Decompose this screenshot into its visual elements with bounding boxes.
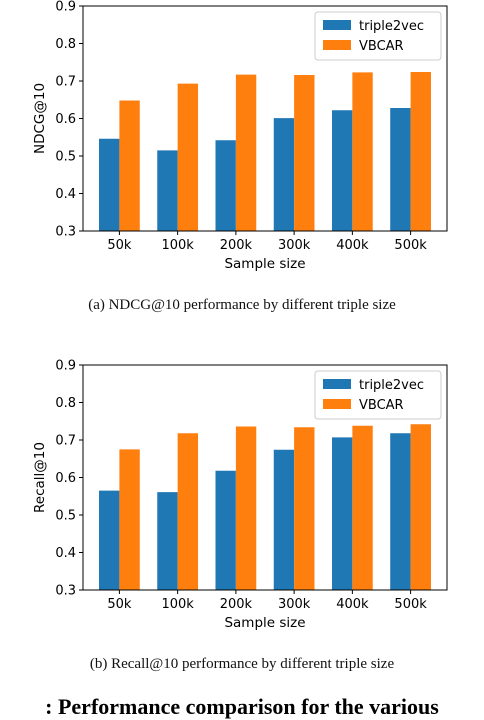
recall-bar-triple2vec-400k [331, 437, 353, 591]
ndcg-bar-vbcar-100k [177, 83, 199, 231]
ndcg-x-tick-label-400k: 400k [336, 238, 369, 253]
ndcg-y-axis-label: NDCG@10 [32, 83, 48, 154]
ndcg-x-axis-label: Sample size [224, 256, 305, 272]
ndcg-bar-triple2vec-200k [215, 140, 236, 231]
recall-y-tick-label-0.6: 0.6 [55, 471, 76, 486]
recall-y-tick-label-0.3: 0.3 [55, 584, 76, 599]
ndcg-legend-swatch-vbcar [323, 40, 351, 50]
ndcg-bar-vbcar-500k [410, 72, 431, 231]
recall-y-axis-label: Recall@10 [32, 442, 48, 513]
ndcg-bar-vbcar-200k [235, 74, 257, 231]
recall-bar-vbcar-50k [119, 449, 140, 591]
ndcg-bar-vbcar-300k [294, 75, 315, 231]
recall-x-tick-label-400k: 400k [336, 597, 369, 612]
ndcg-plot-frame [82, 5, 448, 232]
recall-x-tick-label-50k: 50k [107, 597, 132, 612]
ndcg-x-tick-label-200k: 200k [220, 238, 253, 253]
recall-legend-swatch-vbcar [323, 399, 351, 409]
ndcg-bar-triple2vec-50k [99, 138, 120, 231]
ndcg-legend-label-vbcar: VBCAR [359, 39, 404, 54]
recall-y-tick-label-0.5: 0.5 [55, 509, 76, 524]
recall-y-tick-label-0.4: 0.4 [55, 546, 76, 561]
ndcg-bar-vbcar-50k [119, 100, 140, 231]
caption-recall: (b) Recall@10 performance by different t… [89, 656, 395, 672]
recall-x-tick-label-300k: 300k [278, 597, 311, 612]
recall-bar-vbcar-300k [294, 427, 315, 590]
ndcg-y-tick-label-0.3: 0.3 [55, 225, 76, 240]
ndcg-y-tick-label-0.7: 0.7 [55, 75, 76, 90]
caption-ndcg: (a) NDCG@10 performance by different tri… [88, 297, 396, 313]
ndcg-bar-triple2vec-500k [390, 108, 411, 231]
recall-x-tick-label-100k: 100k [161, 597, 194, 612]
figure-title-partial: : Performance comparison for the various [45, 694, 439, 719]
recall-x-tick-label-500k: 500k [394, 597, 427, 612]
recall-legend-label-vbcar: VBCAR [359, 398, 404, 413]
ndcg-y-tick-label-0.6: 0.6 [55, 112, 76, 127]
ndcg-y-tick-label-0.8: 0.8 [55, 37, 76, 52]
recall-bar-triple2vec-300k [273, 449, 295, 590]
ndcg-y-tick-label-0.9: 0.9 [55, 0, 76, 15]
ndcg-x-tick-label-300k: 300k [278, 238, 311, 253]
recall-y-tick-label-0.7: 0.7 [55, 434, 76, 449]
recall-legend-swatch-triple2vec [323, 379, 351, 389]
ndcg-y-tick-label-0.4: 0.4 [55, 187, 76, 202]
ndcg-x-tick-label-100k: 100k [161, 238, 194, 253]
recall-legend-label-triple2vec: triple2vec [359, 378, 424, 393]
ndcg-legend-label-triple2vec: triple2vec [359, 19, 424, 34]
recall-x-axis-label: Sample size [224, 615, 305, 631]
ndcg-y-tick-label-0.5: 0.5 [55, 150, 76, 165]
recall-bar-triple2vec-500k [390, 433, 411, 590]
recall-bar-triple2vec-200k [215, 470, 236, 590]
recall-bar-vbcar-500k [410, 424, 431, 590]
ndcg-bar-triple2vec-400k [331, 110, 353, 231]
ndcg-x-tick-label-500k: 500k [394, 238, 427, 253]
recall-y-tick-label-0.9: 0.9 [55, 359, 76, 374]
ndcg-bar-triple2vec-300k [273, 118, 295, 231]
recall-bar-vbcar-100k [177, 433, 199, 590]
ndcg-x-tick-label-50k: 50k [107, 238, 132, 253]
recall-x-tick-label-200k: 200k [220, 597, 253, 612]
ndcg-bar-vbcar-400k [352, 72, 373, 231]
recall-plot-frame [82, 364, 448, 591]
recall-bar-vbcar-200k [235, 426, 257, 590]
ndcg-bar-triple2vec-100k [157, 150, 178, 232]
recall-bar-triple2vec-100k [157, 492, 178, 591]
recall-y-tick-label-0.8: 0.8 [55, 396, 76, 411]
ndcg-legend-swatch-triple2vec [323, 20, 351, 30]
recall-bar-triple2vec-50k [99, 490, 120, 591]
recall-bar-vbcar-400k [352, 425, 373, 590]
